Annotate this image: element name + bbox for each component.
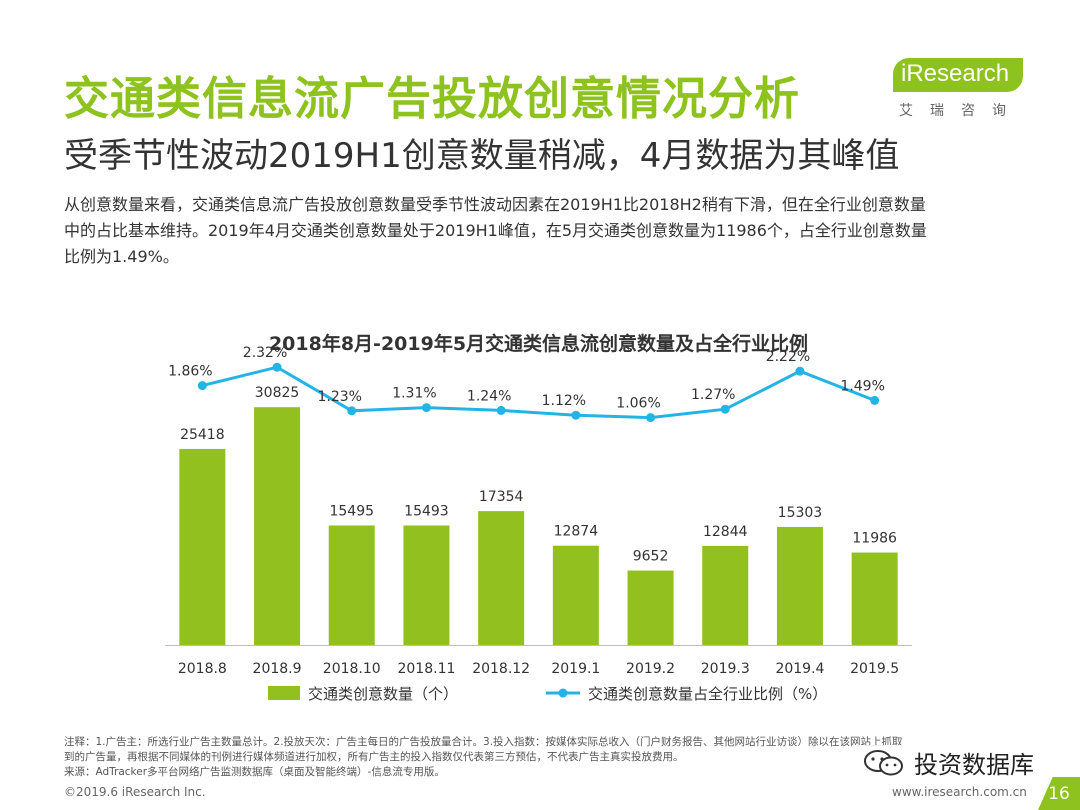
- page-subtitle: 受季节性波动2019H1创意数量稍减，4月数据为其峰值: [64, 136, 900, 176]
- chart-title: 2018年8月-2019年5月交通类信息流创意数量及占全行业比例: [269, 332, 808, 355]
- combo-chart: 2018年8月-2019年5月交通类信息流创意数量及占全行业比例 25418 308…: [165, 332, 912, 703]
- ratio-label-2018.9: 2.32%: [243, 345, 287, 361]
- description: 从创意数量来看，交通类信息流广告投放创意数量受季节性波动因素在2019H1比20…: [64, 192, 1034, 270]
- ratio-label-2019.5: 1.49%: [840, 378, 884, 394]
- ratio-label-2018.8: 1.86%: [168, 364, 212, 380]
- bar-2019.3: [702, 545, 749, 645]
- notes: 注释：1.广告主：所选行业广告主数量总计。2.投放天次：广告主每日的广告投放量合…: [64, 735, 1044, 780]
- footer-website: www.iresearch.com.cn: [892, 785, 1027, 799]
- bar-label-2018.12: 17354: [479, 489, 524, 505]
- ratio-line: [201, 365, 876, 420]
- legend-line-label: 交通类创意数量占全行业比例（%）: [588, 685, 827, 703]
- logo-mark: [893, 58, 1023, 92]
- x-tick-label-2019.1: 2019.1: [551, 661, 600, 677]
- ratio-point-2019.1: [571, 410, 581, 420]
- watermark-text: 投资数据库: [914, 751, 1034, 779]
- bar-label-2019.2: 9652: [633, 549, 669, 565]
- ratio-point-2018.12: [496, 405, 506, 415]
- bar-2019.5: [851, 552, 898, 645]
- x-tick-label-2019.2: 2019.2: [626, 661, 675, 677]
- x-tick-label-2019.5: 2019.5: [850, 661, 899, 677]
- ratio-label-2018.10: 1.23%: [318, 389, 362, 405]
- x-tick-label-2018.11: 2018.11: [397, 661, 455, 677]
- bar-label-2019.3: 12844: [703, 524, 748, 540]
- wechat-icon: [864, 749, 903, 775]
- bar-label-2018.9: 30825: [255, 385, 300, 401]
- x-tick-label-2019.4: 2019.4: [775, 661, 824, 677]
- bar-label-2018.8: 25418: [180, 427, 225, 443]
- bar-2018.10: [328, 525, 375, 645]
- legend-bar-swatch: [268, 686, 300, 700]
- bar-2019.1: [552, 545, 599, 645]
- ratio-point-2019.5: [870, 395, 880, 405]
- bar-2018.8: [179, 448, 226, 645]
- ratio-label-2018.12: 1.24%: [467, 388, 511, 404]
- description-line-3: 比例为1.49%。: [64, 247, 179, 266]
- ratio-point-2019.4: [795, 366, 805, 376]
- x-tick-label-2018.9: 2018.9: [253, 661, 302, 677]
- ratio-point-2018.9: [272, 362, 282, 372]
- description-line-2: 中的占比基本维持。2019年4月交通类创意数量处于2019H1峰值，在5月交通类…: [64, 221, 927, 240]
- ratio-point-2018.10: [347, 406, 357, 416]
- page-title: 交通类信息流广告投放创意情况分析: [64, 72, 801, 125]
- page-number: 16: [1038, 777, 1080, 810]
- note-line-1: 注释：1.广告主：所选行业广告主数量总计。2.投放天次：广告主每日的广告投放量合…: [64, 736, 903, 748]
- x-tick-label-2018.10: 2018.10: [323, 661, 381, 677]
- x-tick-label-2018.12: 2018.12: [472, 661, 530, 677]
- watermark: 投资数据库: [856, 745, 1040, 780]
- ratio-point-2018.8: [197, 381, 207, 391]
- note-source: 来源：AdTracker多平台网络广告监测数据库（桌面及智能终端）-信息流专用版…: [64, 766, 445, 778]
- bar-label-2018.10: 15495: [329, 503, 374, 519]
- ratio-point-2019.2: [646, 413, 656, 423]
- ratio-label-2019.1: 1.12%: [542, 393, 586, 409]
- iresearch-logo: iResearch 艾瑞咨询: [893, 58, 1027, 128]
- bar-label-2018.11: 15493: [404, 503, 449, 519]
- description-line-1: 从创意数量来看，交通类信息流广告投放创意数量受季节性波动因素在2019H1比20…: [64, 195, 926, 214]
- bar-2019.4: [776, 526, 823, 645]
- note-line-2: 到的广告量，再根据不同媒体的刊例进行媒体频道进行加权，所有广告主的投入指数仅代表…: [64, 751, 684, 763]
- footer-copyright: ©2019.6 iResearch Inc.: [64, 785, 206, 799]
- ratio-point-2019.3: [720, 404, 730, 414]
- bar-2018.11: [403, 525, 450, 645]
- bar-label-2019.5: 11986: [852, 531, 897, 547]
- bar-2018.12: [478, 511, 525, 645]
- ratio-label-2019.3: 1.27%: [691, 387, 735, 403]
- logo-tagline: 艾瑞咨询: [899, 103, 1023, 119]
- ratio-label-2019.4: 2.22%: [766, 349, 810, 365]
- bar-label-2019.1: 12874: [554, 524, 599, 540]
- legend-bar-label: 交通类创意数量（个）: [308, 685, 458, 703]
- ratio-label-2019.2: 1.06%: [616, 396, 660, 412]
- bar-2019.2: [627, 570, 674, 645]
- legend-line-marker: [558, 688, 568, 698]
- logo-brand: iResearch: [901, 60, 1010, 87]
- ratio-point-2018.11: [421, 403, 431, 413]
- bar-label-2019.4: 15303: [778, 505, 823, 521]
- bar-2018.9: [254, 407, 301, 645]
- x-tick-label-2018.8: 2018.8: [178, 661, 227, 677]
- ratio-label-2018.11: 1.31%: [392, 386, 436, 402]
- x-tick-label-2019.3: 2019.3: [701, 661, 750, 677]
